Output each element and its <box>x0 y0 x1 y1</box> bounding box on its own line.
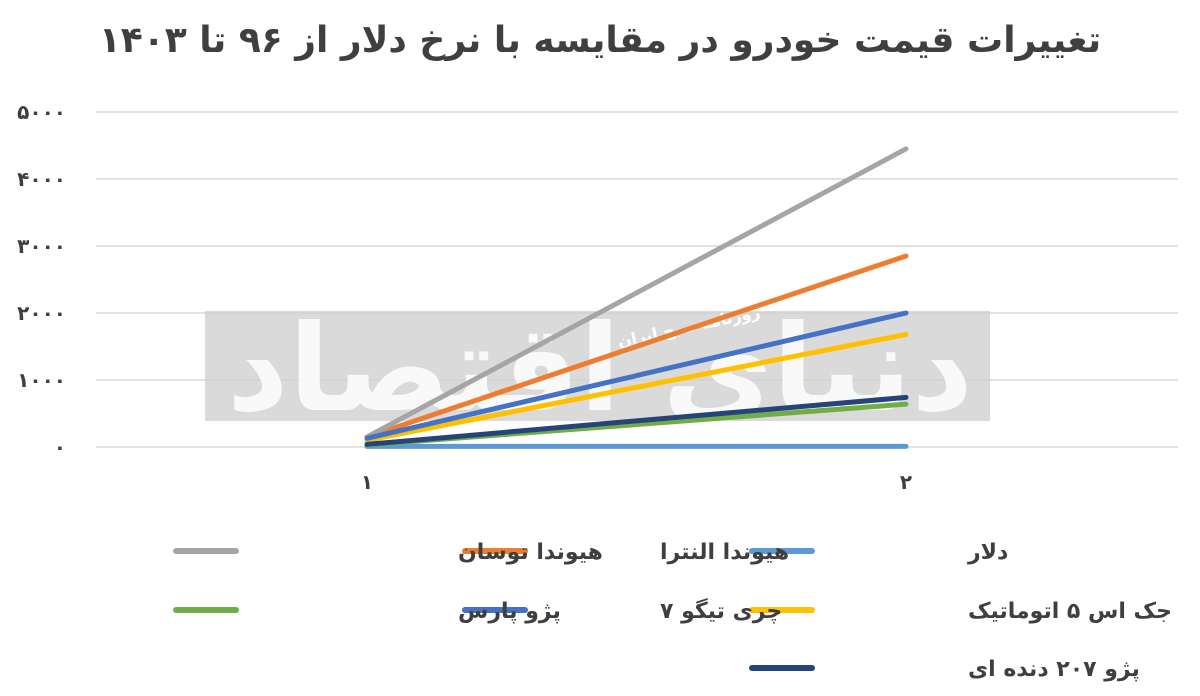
legend-item: هیوندا النترا <box>462 540 789 565</box>
legend-label: پژو ۲۰۷ دنده ای <box>968 657 1140 682</box>
legend-label: جک اس ۵ اتوماتیک <box>968 599 1172 624</box>
legend-item: چری تیگو ۷ <box>462 597 782 624</box>
y-tick-label: ۱۰۰۰ <box>17 368 66 392</box>
y-tick-label: ۲۰۰۰ <box>17 301 66 325</box>
legend-item: پژو ۲۰۷ دنده ای <box>749 657 1140 682</box>
legend-label: هیوندا النترا <box>660 540 789 565</box>
y-tick-label: ۴۰۰۰ <box>17 167 66 191</box>
y-tick-label: ۳۰۰۰ <box>17 234 66 258</box>
legend: دلار هیوندا النترا هیوندا توسان جک اس ۵ اتو… <box>173 540 1172 682</box>
series-line <box>364 331 909 443</box>
chart-title: تغییرات قیمت خودرو در مقایسه با نرخ دلار… <box>99 20 1101 61</box>
y-tick-label: ۵۰۰۰ <box>17 100 66 124</box>
legend-item: جک اس ۵ اتوماتیک <box>749 599 1172 624</box>
series-line <box>364 146 909 440</box>
series-lines <box>364 146 909 449</box>
legend-item: پژو پارس <box>173 599 561 624</box>
legend-item: دلار <box>749 540 1008 565</box>
legend-label: پژو پارس <box>458 599 561 624</box>
y-axis-ticks: ۰ ۱۰۰۰ ۲۰۰۰ ۳۰۰۰ ۴۰۰۰ ۵۰۰۰ <box>17 100 66 459</box>
legend-label: هیوندا توسان <box>458 540 603 565</box>
y-tick-label: ۰ <box>54 435 66 459</box>
legend-label: چری تیگو ۷ <box>660 597 782 624</box>
x-tick-label: ۲ <box>900 470 912 494</box>
series-line <box>364 253 909 440</box>
watermark-logo: دنیای اقتصاد <box>227 300 973 439</box>
legend-label: دلار <box>967 540 1008 565</box>
x-tick-label: ۱ <box>361 470 373 494</box>
series-line <box>364 394 909 447</box>
series-line <box>364 310 909 441</box>
legend-item: هیوندا توسان <box>173 540 603 565</box>
